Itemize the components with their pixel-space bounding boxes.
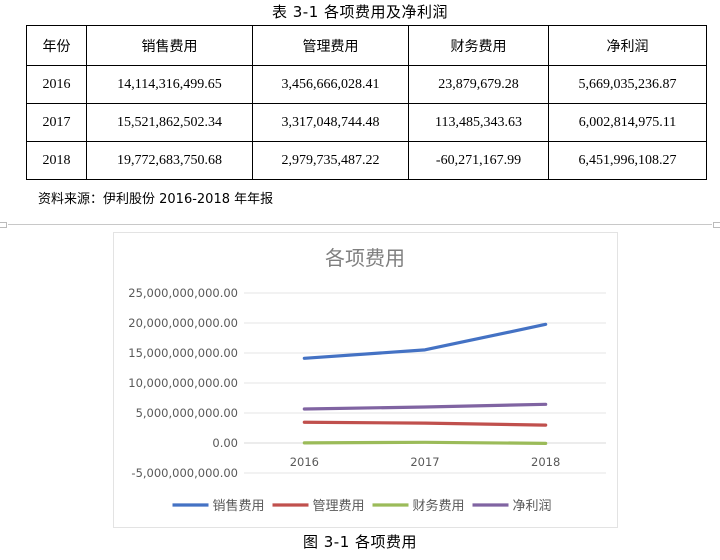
margin-marker-right: [713, 222, 720, 228]
cell-finance-expense: 23,879,679.28: [408, 65, 549, 104]
x-tick-label: 2017: [410, 455, 439, 469]
legend-label: 财务费用: [413, 498, 465, 514]
cell-admin-expense: 3,317,048,744.48: [252, 103, 409, 142]
y-tick-label: -5,000,000,000.00: [131, 466, 238, 480]
cell-sales-expense: 19,772,683,750.68: [86, 141, 253, 180]
table-row: 2017 15,521,862,502.34 3,317,048,744.48 …: [26, 103, 707, 142]
cell-admin-expense: 2,979,735,487.22: [252, 141, 409, 180]
chart-canvas: 各项费用 -5,000,000,000.00 0.00 5,000,000,000.0…: [128, 246, 606, 514]
header-admin-expense: 管理费用: [252, 25, 409, 66]
table-header-row: 年份 销售费用 管理费用 财务费用 净利润: [26, 25, 707, 66]
cell-year: 2016: [26, 65, 87, 104]
cell-net-profit: 5,669,035,236.87: [548, 65, 707, 104]
cell-year: 2017: [26, 103, 87, 142]
header-sales-expense: 销售费用: [86, 25, 253, 66]
legend-label: 销售费用: [213, 498, 265, 514]
series-line: [302, 322, 548, 360]
cell-net-profit: 6,451,996,108.27: [548, 141, 707, 180]
cell-admin-expense: 3,456,666,028.41: [252, 65, 409, 104]
legend-label: 净利润: [513, 499, 552, 514]
margin-marker-left: [0, 222, 7, 228]
expense-chart: 各项费用 -5,000,000,000.00 0.00 5,000,000,000.0…: [113, 232, 618, 528]
y-tick-label: 5,000,000,000.00: [136, 406, 238, 420]
header-finance-expense: 财务费用: [408, 25, 549, 66]
divider-line: [8, 224, 712, 225]
x-tick-label: 2016: [290, 455, 319, 469]
y-tick-label: 10,000,000,000.00: [128, 376, 238, 390]
data-source-note: 资料来源：伊利股份 2016-2018 年年报: [38, 192, 274, 207]
series-line: [302, 420, 548, 427]
header-net-profit: 净利润: [548, 25, 707, 66]
table-caption: 表 3-1 各项费用及净利润: [271, 3, 449, 21]
series-line: [302, 440, 548, 445]
y-tick-label: 0.00: [212, 436, 238, 450]
y-tick-label: 25,000,000,000.00: [128, 286, 238, 300]
cell-year: 2018: [26, 141, 87, 180]
cell-sales-expense: 14,114,316,499.65: [86, 65, 253, 104]
cell-sales-expense: 15,521,862,502.34: [86, 103, 253, 142]
series-line: [302, 402, 548, 411]
y-tick-label: 20,000,000,000.00: [128, 316, 238, 330]
cell-finance-expense: 113,485,343.63: [408, 103, 549, 142]
page-break-divider: [0, 222, 720, 228]
table-row: 2018 19,772,683,750.68 2,979,735,487.22 …: [26, 141, 707, 180]
chart-title: 各项费用: [325, 246, 405, 270]
table-row: 2016 14,114,316,499.65 3,456,666,028.41 …: [26, 65, 707, 104]
figure-caption: 图 3-1 各项费用: [302, 533, 418, 551]
legend-label: 管理费用: [313, 499, 365, 514]
x-tick-label: 2018: [531, 455, 560, 469]
financial-table: 年份 销售费用 管理费用 财务费用 净利润 2016 14,114,316,49…: [26, 25, 707, 180]
cell-net-profit: 6,002,814,975.11: [548, 103, 707, 142]
cell-finance-expense: -60,271,167.99: [408, 141, 549, 180]
header-year: 年份: [26, 25, 87, 66]
y-tick-label: 15,000,000,000.00: [128, 346, 238, 360]
